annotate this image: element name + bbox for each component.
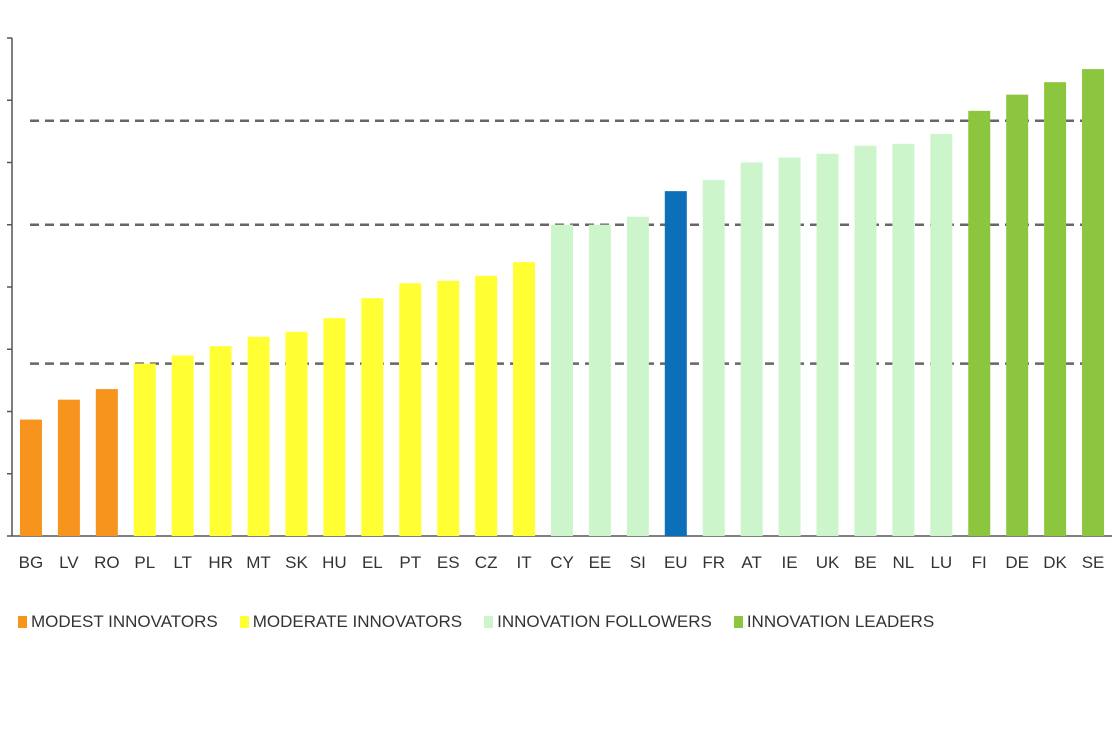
bar-lt — [171, 355, 194, 536]
x-tick-label-hr: HR — [208, 553, 233, 572]
x-tick-label-cy: CY — [550, 553, 574, 572]
bar-fi — [968, 110, 991, 537]
bar-hr — [209, 346, 232, 536]
bar-se — [1082, 69, 1105, 536]
legend-item-leaders: INNOVATION LEADERS — [733, 612, 935, 632]
legend-label: MODERATE INNOVATORS — [252, 612, 463, 631]
bar-lv — [57, 399, 80, 536]
legend-label: MODEST INNOVATORS — [31, 612, 218, 631]
x-tick-label-ee: EE — [589, 553, 612, 572]
x-tick-label-mt: MT — [246, 553, 271, 572]
x-tick-label-eu: EU — [664, 553, 688, 572]
x-tick-label-hu: HU — [322, 553, 347, 572]
x-tick-label-cz: CZ — [475, 553, 498, 572]
bar-ee — [588, 224, 611, 536]
x-tick-label-lt: LT — [173, 553, 192, 572]
legend-label: INNOVATION FOLLOWERS — [497, 612, 712, 631]
legend-label: INNOVATION LEADERS — [746, 612, 935, 631]
bar-uk — [816, 153, 839, 536]
bar-dk — [1044, 82, 1067, 536]
x-tick-label-ro: RO — [94, 553, 120, 572]
x-tick-label-si: SI — [630, 553, 646, 572]
legend-swatch — [18, 616, 27, 628]
bar-si — [626, 216, 649, 536]
x-tick-label-be: BE — [854, 553, 877, 572]
bar-cz — [475, 275, 498, 536]
x-tick-label-fr: FR — [702, 553, 725, 572]
x-tick-label-uk: UK — [816, 553, 840, 572]
legend: MODEST INNOVATORS MODERATE INNOVATORS INNO… — [18, 612, 956, 632]
bar-pt — [399, 283, 422, 536]
x-tick-label-at: AT — [741, 553, 761, 572]
bar-ie — [778, 157, 801, 536]
x-tick-label-pl: PL — [134, 553, 155, 572]
bar-sk — [285, 331, 308, 536]
category-labels: BG LV RO PL LT HR MT SK HU EL PT ES CZ IT CY EE SI EU FR AT… — [19, 553, 1105, 572]
legend-swatch — [733, 616, 743, 628]
x-tick-label-sk: SK — [285, 553, 308, 572]
x-tick-label-lu: LU — [930, 553, 952, 572]
bar-el — [361, 298, 384, 536]
x-tick-label-se: SE — [1082, 553, 1105, 572]
legend-swatch — [239, 616, 249, 628]
x-tick-label-ie: IE — [782, 553, 798, 572]
x-tick-label-nl: NL — [893, 553, 915, 572]
bar-ro — [95, 389, 118, 536]
legend-swatch — [484, 616, 494, 628]
x-tick-label-fi: FI — [972, 553, 987, 572]
bars — [19, 69, 1105, 537]
bar-cy — [551, 224, 573, 536]
x-tick-label-pt: PT — [399, 553, 421, 572]
x-tick-label-dk: DK — [1043, 553, 1067, 572]
bar-chart: BG LV RO PL LT HR MT SK HU EL PT ES CZ IT CY EE SI EU FR AT… — [7, 37, 1112, 572]
bar-it — [513, 262, 536, 536]
x-tick-label-de: DE — [1005, 553, 1029, 572]
bar-de — [1006, 94, 1029, 537]
bar-mt — [247, 336, 270, 536]
bar-bg — [19, 419, 42, 536]
bar-fr — [702, 179, 725, 536]
bar-be — [854, 145, 877, 536]
reference-lines — [30, 119, 1100, 365]
legend-item-modest: MODEST INNOVATORS — [18, 612, 218, 632]
bar-nl — [892, 143, 915, 536]
x-tick-label-lv: LV — [59, 553, 79, 572]
legend-item-moderate: MODERATE INNOVATORS — [239, 612, 463, 632]
x-tick-label-es: ES — [437, 553, 460, 572]
bar-pl — [133, 363, 156, 536]
x-tick-label-el: EL — [362, 553, 383, 572]
bar-es — [437, 280, 460, 536]
bar-hu — [323, 318, 346, 536]
legend-item-followers: INNOVATION FOLLOWERS — [484, 612, 712, 632]
x-tick-label-bg: BG — [19, 553, 44, 572]
bar-lu — [930, 133, 953, 537]
x-tick-label-it: IT — [517, 553, 532, 572]
bar-eu — [664, 191, 687, 536]
bar-at — [740, 162, 763, 536]
